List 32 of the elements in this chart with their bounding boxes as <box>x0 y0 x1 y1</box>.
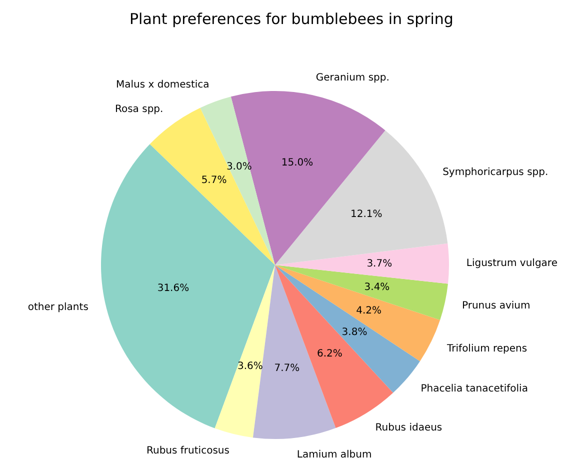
data-label: 3.0% <box>226 161 252 172</box>
slice-label: Lamium album <box>296 450 372 461</box>
data-label: 3.8% <box>342 327 368 338</box>
slice-label: Malus x domestica <box>116 80 210 91</box>
data-label: 4.2% <box>356 305 382 316</box>
slice-label: Ligustrum vulgare <box>466 258 558 269</box>
data-label: 5.7% <box>201 174 227 186</box>
data-label: 3.7% <box>366 258 392 270</box>
pie-slice <box>200 96 275 265</box>
slice-label: Trifolium repens <box>446 343 528 354</box>
pie-slice <box>275 265 440 362</box>
slice-label: other plants <box>28 302 88 314</box>
pie-slice <box>275 265 448 320</box>
data-label: 12.1% <box>350 209 382 220</box>
data-label: 3.4% <box>364 282 390 293</box>
slice-label: Rubus fruticosus <box>146 445 230 456</box>
slice-label: Geranium spp. <box>316 72 390 84</box>
data-label: 7.7% <box>274 363 300 374</box>
slice-label: Phacelia tanacetifolia <box>420 384 528 395</box>
data-label: 3.6% <box>237 360 263 372</box>
data-label: 6.2% <box>317 348 342 360</box>
data-label: 31.6% <box>157 282 190 294</box>
pie-slice <box>214 265 275 438</box>
slice-label: Prunus avium <box>462 300 530 312</box>
slice-label: Symphoricarpus spp. <box>442 167 548 178</box>
data-label: 15.0% <box>281 158 314 169</box>
slice-label: Rosa spp. <box>114 104 164 116</box>
pie-slice <box>101 144 275 428</box>
pie-slice <box>275 265 420 393</box>
chart-title: Plant preferences for bumblebees in spring <box>128 10 454 28</box>
pie-slice <box>275 243 449 284</box>
slice-label: Rubus idaeus <box>375 422 442 434</box>
